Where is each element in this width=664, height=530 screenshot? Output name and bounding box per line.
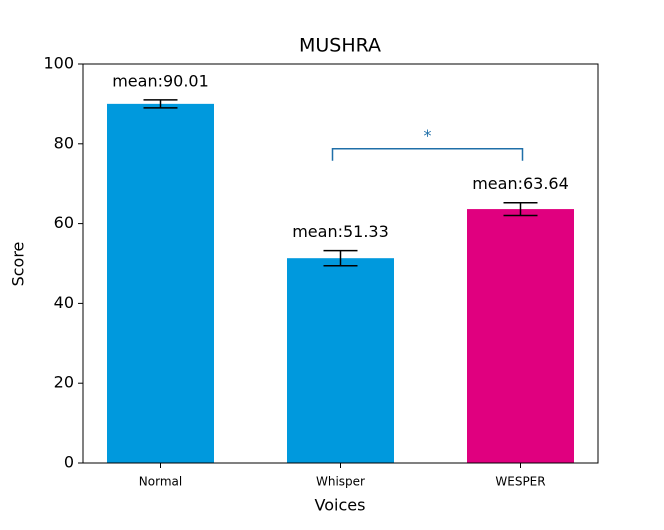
- y-tick-label: 60: [54, 213, 74, 232]
- bar: [107, 103, 214, 463]
- y-tick-label: 0: [64, 453, 74, 472]
- y-tick-label: 100: [43, 54, 74, 73]
- x-tick-label: Normal: [139, 475, 182, 489]
- y-axis-label: Score: [9, 242, 28, 287]
- x-tick-label: Whisper: [316, 475, 365, 489]
- value-label: mean:90.01: [112, 71, 209, 90]
- x-axis-label: Voices: [315, 496, 366, 515]
- plot-frame: [82, 63, 599, 464]
- significance-bracket: [331, 147, 524, 161]
- bar: [467, 209, 574, 463]
- chart-title: MUSHRA: [299, 35, 381, 57]
- value-label: mean:63.64: [472, 174, 569, 193]
- bar: [287, 258, 394, 463]
- y-tick-label: 40: [54, 293, 74, 312]
- significance-label: *: [424, 126, 432, 145]
- y-tick-label: 80: [54, 133, 74, 152]
- value-label: mean:51.33: [292, 222, 389, 241]
- x-tick-label: WESPER: [495, 475, 545, 489]
- y-tick-label: 20: [54, 373, 74, 392]
